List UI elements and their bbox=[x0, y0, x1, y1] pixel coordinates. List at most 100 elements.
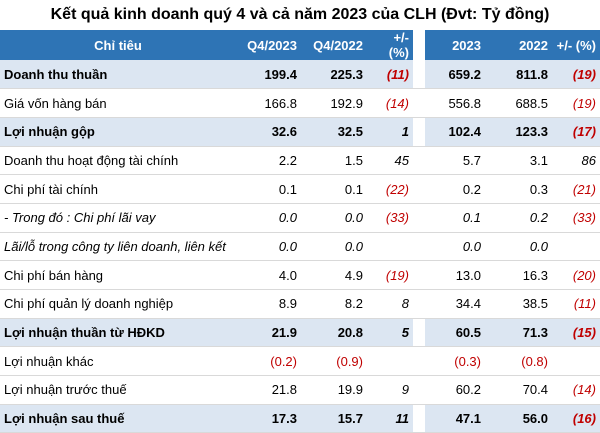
table-row: Lợi nhuận sau thuế 17.3 15.7 11 47.1 56.0 (16) bbox=[0, 404, 600, 433]
cell-year-2023: 5.7 bbox=[462, 152, 481, 168]
table-row: Chi phí quản lý doanh nghiệp 8.9 8.2 8 34.4 3… bbox=[0, 290, 600, 319]
cell-year-change: (11) bbox=[573, 296, 596, 312]
table-row: Lợi nhuận gộp 32.6 32.5 1 102.4 123.3 (17) bbox=[0, 117, 600, 147]
cell-q4-2023: 32.6 bbox=[271, 124, 297, 140]
cell-year-change: (20) bbox=[572, 267, 596, 283]
cell-q4-2022: 0.0 bbox=[344, 210, 363, 226]
cell-q4-2023: 0.0 bbox=[278, 238, 297, 254]
column-gap bbox=[413, 146, 425, 175]
cell-quarter-change: 1 bbox=[401, 124, 409, 140]
cell-year-2023: 34.4 bbox=[455, 296, 481, 312]
row-label: - Trong đó : Chi phí lãi vay bbox=[4, 210, 156, 226]
cell-q4-2023: 166.8 bbox=[264, 95, 297, 111]
row-label: Lợi nhuận trước thuế bbox=[4, 382, 127, 398]
table-row: - Trong đó : Chi phí lãi vay 0.0 0.0 (33) 0.… bbox=[0, 203, 600, 233]
table-row: Lợi nhuận thuần từ HĐKD 21.9 20.8 5 60.5 71.3… bbox=[0, 318, 600, 347]
cell-quarter-change: (19) bbox=[385, 267, 409, 283]
header-year-2023: 2023 bbox=[452, 37, 481, 53]
row-label: Chi phí bán hàng bbox=[4, 267, 104, 283]
cell-quarter-change: (33) bbox=[385, 210, 409, 226]
cell-quarter-change: 5 bbox=[401, 325, 409, 341]
cell-quarter-change bbox=[367, 347, 413, 376]
header-year-change: +/- (%) bbox=[556, 37, 596, 53]
cell-q4-2023: 199.4 bbox=[264, 66, 297, 82]
cell-q4-2022: 19.9 bbox=[337, 382, 363, 398]
row-label: Lợi nhuận gộp bbox=[4, 124, 95, 140]
cell-q4-2023: 21.8 bbox=[271, 382, 297, 398]
cell-year-change: (33) bbox=[572, 210, 596, 226]
cell-q4-2022: 8.2 bbox=[344, 296, 363, 312]
header-row: Chỉ tiêu Q4/2023 Q4/2022 +/- (%) 2023 20… bbox=[0, 30, 600, 60]
cell-year-change: (17) bbox=[572, 124, 596, 140]
row-label: Lợi nhuận khác bbox=[4, 353, 94, 369]
header-q4-2023: Q4/2023 bbox=[247, 37, 297, 53]
cell-year-2023: 556.8 bbox=[448, 95, 481, 111]
table-title: Kết quả kinh doanh quý 4 và cả năm 2023 … bbox=[50, 6, 550, 23]
cell-quarter-change: (14) bbox=[385, 95, 409, 111]
header-q4-2022: Q4/2022 bbox=[313, 37, 363, 53]
column-gap bbox=[413, 175, 425, 204]
table-row: Chi phí bán hàng 4.0 4.9 (19) 13.0 16.3 (20) bbox=[0, 261, 600, 290]
cell-year-2023: 0.0 bbox=[462, 238, 481, 254]
cell-year-2023: (0.3) bbox=[454, 353, 481, 369]
table-row: Doanh thu thuần 199.4 225.3 (11) 659.2 811.8 (… bbox=[0, 60, 600, 89]
column-gap bbox=[413, 347, 425, 376]
cell-q4-2022: 20.8 bbox=[337, 325, 363, 341]
cell-q4-2022: 0.0 bbox=[344, 238, 363, 254]
row-label: Doanh thu thuần bbox=[4, 66, 108, 82]
cell-year-2023: 0.1 bbox=[462, 210, 481, 226]
cell-year-2022: 811.8 bbox=[516, 66, 548, 82]
cell-q4-2022: 32.5 bbox=[337, 124, 363, 140]
header-quarter-change: +/- (%) bbox=[388, 30, 409, 60]
row-label: Lợi nhuận thuần từ HĐKD bbox=[4, 325, 165, 341]
cell-year-change: (14) bbox=[572, 382, 596, 398]
cell-year-change: (16) bbox=[572, 411, 596, 427]
cell-quarter-change: (22) bbox=[385, 181, 409, 197]
cell-year-2022: 3.1 bbox=[529, 152, 548, 168]
row-label: Lợi nhuận sau thuế bbox=[4, 411, 125, 427]
row-label: Chi phí quản lý doanh nghiệp bbox=[4, 296, 174, 312]
cell-year-change: (19) bbox=[572, 95, 596, 111]
cell-q4-2023: (0.2) bbox=[270, 353, 297, 369]
cell-q4-2022: 4.9 bbox=[344, 267, 363, 283]
column-gap bbox=[413, 290, 425, 319]
cell-year-2023: 102.4 bbox=[448, 124, 481, 140]
cell-quarter-change: (11) bbox=[386, 66, 409, 82]
cell-year-2022: 0.0 bbox=[529, 238, 548, 254]
cell-year-2022: 38.5 bbox=[522, 296, 548, 312]
cell-q4-2022: 225.3 bbox=[330, 66, 363, 82]
cell-year-change: 86 bbox=[581, 152, 596, 168]
cell-year-change: (19) bbox=[572, 66, 596, 82]
header-indicator: Chỉ tiêu bbox=[94, 37, 142, 53]
cell-quarter-change: 8 bbox=[401, 296, 409, 312]
cell-year-2022: 71.3 bbox=[522, 325, 548, 341]
cell-year-2022: 70.4 bbox=[522, 382, 548, 398]
cell-year-2023: 13.0 bbox=[455, 267, 481, 283]
header-year-2022: 2022 bbox=[519, 37, 548, 53]
row-label: Lãi/lỗ trong công ty liên doanh, liên kế… bbox=[4, 238, 226, 254]
table-row: Chi phí tài chính 0.1 0.1 (22) 0.2 0.3 (21) bbox=[0, 175, 600, 204]
cell-q4-2023: 4.0 bbox=[278, 267, 297, 283]
column-gap bbox=[413, 232, 425, 261]
cell-year-2022: 0.3 bbox=[529, 181, 548, 197]
row-label: Doanh thu hoạt động tài chính bbox=[4, 152, 179, 168]
row-label: Chi phí tài chính bbox=[4, 181, 98, 197]
cell-year-2022: 688.5 bbox=[515, 95, 548, 111]
cell-q4-2022: (0.9) bbox=[336, 353, 363, 369]
cell-year-2023: 0.2 bbox=[462, 181, 481, 197]
cell-year-2022: (0.8) bbox=[521, 353, 548, 369]
table-row: Lợi nhuận khác (0.2) (0.9) (0.3) (0.8) bbox=[0, 347, 600, 376]
cell-year-change: (21) bbox=[572, 181, 596, 197]
column-gap bbox=[413, 376, 425, 405]
column-gap bbox=[413, 89, 425, 118]
cell-q4-2023: 0.1 bbox=[278, 181, 297, 197]
cell-q4-2023: 17.3 bbox=[271, 411, 297, 427]
cell-year-2022: 0.2 bbox=[529, 210, 548, 226]
column-gap bbox=[413, 404, 425, 433]
cell-year-change bbox=[552, 347, 600, 376]
cell-q4-2023: 21.9 bbox=[271, 325, 297, 341]
cell-year-2023: 47.1 bbox=[455, 411, 481, 427]
cell-q4-2022: 15.7 bbox=[337, 411, 363, 427]
cell-q4-2022: 0.1 bbox=[344, 181, 363, 197]
cell-quarter-change: 45 bbox=[394, 152, 409, 168]
